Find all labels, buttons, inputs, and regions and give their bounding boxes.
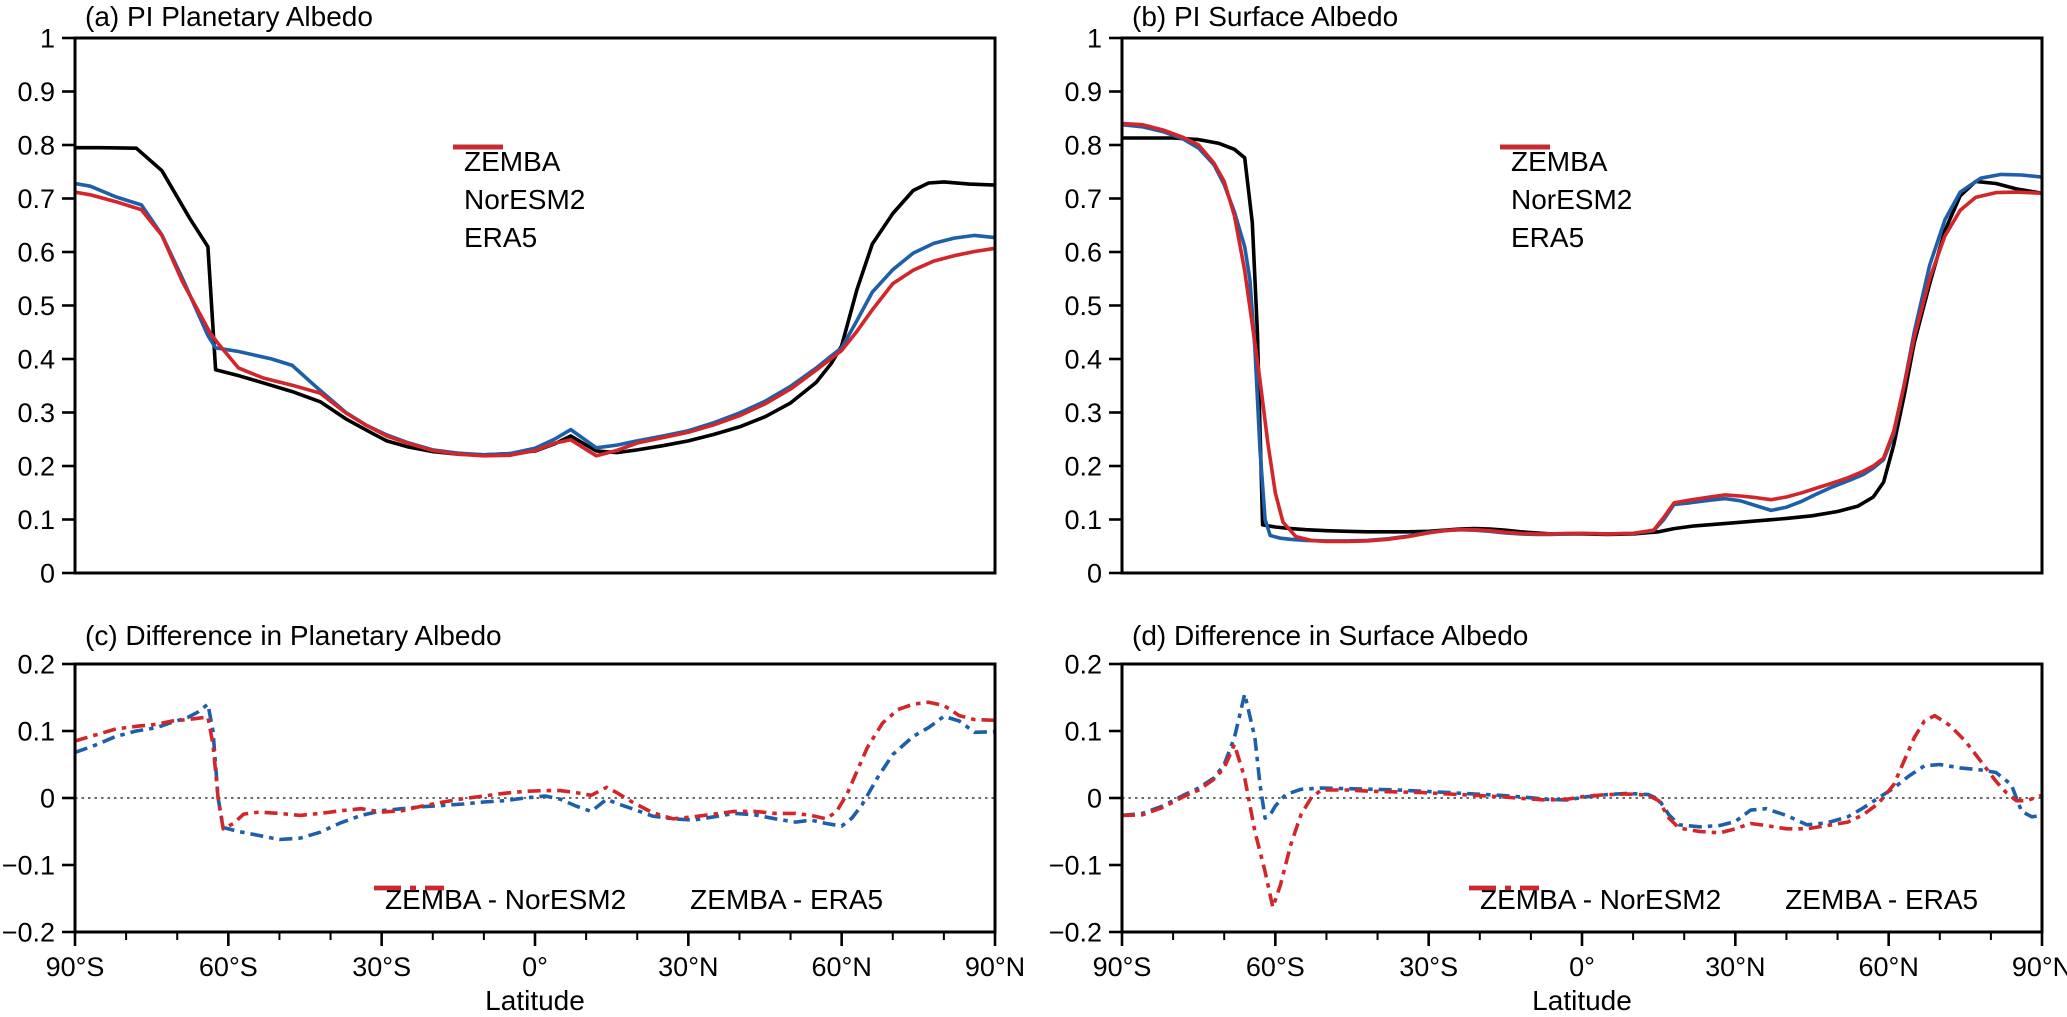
panel-d-xaxis-label: Latitude [1532, 985, 1632, 1016]
y-tick-label: 0.3 [17, 398, 55, 428]
y-tick-label: −0.1 [1049, 850, 1102, 880]
legend-item-era5: ERA5 [1499, 144, 1632, 257]
y-tick-label: 0.2 [17, 649, 55, 679]
legend-item-noresm2: NorESM2 [1499, 144, 1633, 219]
era5-swatch-line [453, 144, 503, 150]
x-tick-label: 60°N [812, 952, 872, 982]
y-tick-label: 0.2 [1064, 451, 1102, 481]
panel-d-frame [1120, 662, 2044, 934]
y-tick-label: 0.3 [1064, 398, 1102, 428]
y-tick-label: 0.7 [1064, 184, 1102, 214]
x-tick-label: 60°N [1859, 952, 1919, 982]
x-tick-label: 90°S [46, 952, 105, 982]
panel-b-legend: ZEMBA NorESM2 ERA5 [1499, 143, 1632, 257]
series-line-zemba-era5 [1121, 713, 2043, 909]
x-tick-label: 90°S [1093, 952, 1152, 982]
y-tick-label: 0.5 [17, 291, 55, 321]
y-tick-label: −0.2 [2, 917, 55, 947]
legend-label: ERA5 [464, 222, 538, 253]
series-line-era5 [1121, 121, 2043, 544]
legend-label: ZEMBA [464, 146, 561, 177]
series-line-zemba-noresm2 [74, 702, 996, 842]
y-tick-label: 1 [40, 23, 55, 53]
y-tick-label: 0 [40, 558, 55, 588]
series-line-zemba-era5 [74, 700, 996, 831]
y-tick-label: 0.1 [1064, 716, 1102, 746]
x-tick-label: 0° [1569, 952, 1595, 982]
y-tick-label: 0 [1087, 558, 1102, 588]
series-line-noresm2 [74, 181, 996, 457]
legend-item-noresm2: NorESM2 [452, 144, 586, 219]
panel-c-xaxis-label: Latitude [485, 985, 585, 1016]
y-tick-label: 0.4 [1064, 344, 1102, 374]
legend-label: ZEMBA - ERA5 [1785, 884, 1979, 915]
y-tick-label: 0.6 [1064, 237, 1102, 267]
legend-item-zemba-era5: ZEMBA - ERA5 [374, 884, 884, 916]
y-tick-label: 0.2 [17, 451, 55, 481]
x-tick-label: 30°S [1399, 952, 1458, 982]
y-tick-label: 0.4 [17, 344, 55, 374]
era5-swatch-line [1469, 885, 1539, 891]
legend-label: ZEMBA [1511, 146, 1608, 177]
y-tick-label: −0.2 [1049, 917, 1102, 947]
y-tick-label: 1 [1087, 23, 1102, 53]
y-tick-label: 0.8 [1064, 130, 1102, 160]
x-tick-label: 60°S [199, 952, 258, 982]
y-tick-label: 0.9 [1064, 77, 1102, 107]
x-tick-label: 60°S [1246, 952, 1305, 982]
panel-d-title: (d) Difference in Surface Albedo [1132, 620, 1529, 651]
panel-d-legend: ZEMBA - NorESM2 ZEMBA - ERA5 [1468, 884, 2030, 916]
legend-label: ZEMBA - ERA5 [690, 884, 884, 915]
legend-item-era5: ERA5 [452, 144, 585, 257]
era5-swatch-line [1500, 144, 1550, 150]
y-tick-label: 0.1 [17, 716, 55, 746]
panel-c-legend: ZEMBA - NorESM2 ZEMBA - ERA5 [373, 884, 935, 916]
panel-a-title: (a) PI Planetary Albedo [85, 1, 373, 32]
legend-item-zemba-era5: ZEMBA - ERA5 [1469, 884, 1979, 916]
y-tick-label: 0.8 [17, 130, 55, 160]
x-tick-label: 90°N [2012, 952, 2067, 982]
panel-b-title: (b) PI Surface Albedo [1132, 1, 1399, 32]
y-tick-label: 0 [40, 783, 55, 813]
panel-a-legend: ZEMBA NorESM2 ERA5 [452, 143, 585, 257]
y-tick-label: 0 [1087, 783, 1102, 813]
x-tick-label: 90°N [965, 952, 1025, 982]
y-tick-label: 0.1 [17, 505, 55, 535]
legend-label: NorESM2 [464, 184, 586, 215]
x-tick-label: 30°N [1705, 952, 1765, 982]
panel-b-frame [1120, 36, 2044, 575]
y-tick-label: 0.1 [1064, 505, 1102, 535]
y-tick-label: −0.1 [2, 850, 55, 880]
x-tick-label: 30°N [658, 952, 718, 982]
series-line-era5 [74, 190, 996, 458]
y-tick-label: 0.6 [17, 237, 55, 267]
legend-label: NorESM2 [1511, 184, 1633, 215]
legend-label: ERA5 [1511, 222, 1585, 253]
y-tick-label: 0.9 [17, 77, 55, 107]
y-tick-label: 0.2 [1064, 649, 1102, 679]
panel-c-title: (c) Difference in Planetary Albedo [85, 620, 502, 651]
x-tick-label: 0° [522, 952, 548, 982]
x-tick-label: 30°S [352, 952, 411, 982]
panel-a-frame [73, 36, 997, 575]
panel-c-frame [73, 662, 997, 934]
era5-swatch-line [374, 885, 444, 891]
y-tick-label: 0.7 [17, 184, 55, 214]
y-tick-label: 0.5 [1064, 291, 1102, 321]
